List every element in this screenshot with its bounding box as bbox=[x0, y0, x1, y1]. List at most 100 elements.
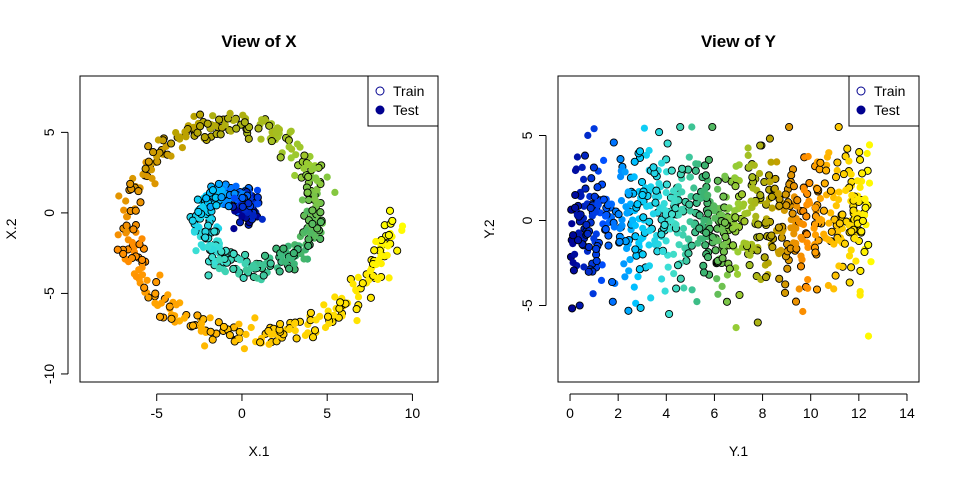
train-point bbox=[657, 230, 666, 239]
test-point bbox=[830, 285, 838, 293]
test-point bbox=[744, 151, 752, 159]
test-point bbox=[865, 179, 874, 187]
test-point bbox=[750, 161, 758, 169]
train-point bbox=[639, 213, 648, 222]
y-axis: -5 0 5 bbox=[519, 131, 547, 312]
test-point bbox=[242, 330, 250, 338]
train-point bbox=[196, 110, 205, 119]
y-tick-label: -5 bbox=[519, 299, 535, 312]
test-point bbox=[123, 213, 131, 221]
train-point bbox=[129, 225, 138, 234]
test-point bbox=[226, 109, 234, 117]
panel-1: -5 0 5 10 -10 -5 0 5 View of X X.1 X.2 Train Test bbox=[3, 32, 439, 459]
test-point bbox=[164, 291, 172, 299]
train-point bbox=[813, 184, 822, 194]
test-point bbox=[721, 172, 729, 180]
test-point bbox=[856, 291, 864, 299]
test-point bbox=[190, 123, 198, 131]
test-point bbox=[815, 216, 823, 224]
train-point bbox=[212, 201, 221, 210]
test-point bbox=[580, 263, 588, 271]
train-point bbox=[260, 251, 270, 260]
train-point bbox=[708, 122, 717, 132]
test-point bbox=[624, 188, 632, 196]
train-point bbox=[204, 271, 213, 280]
train-point bbox=[856, 266, 865, 275]
train-point bbox=[831, 173, 841, 182]
train-point bbox=[660, 220, 669, 229]
test-point bbox=[247, 323, 255, 332]
train-point bbox=[764, 171, 774, 180]
test-point bbox=[122, 197, 130, 205]
test-point bbox=[693, 298, 701, 306]
train-point bbox=[266, 259, 275, 268]
test-point bbox=[372, 260, 380, 269]
x-tick-label: 10 bbox=[405, 405, 421, 421]
test-point bbox=[601, 212, 610, 220]
train-point bbox=[662, 180, 671, 189]
train-point bbox=[691, 166, 700, 175]
test-point bbox=[658, 275, 666, 283]
test-point bbox=[385, 274, 393, 282]
train-point bbox=[719, 247, 728, 256]
train-point bbox=[217, 193, 226, 202]
test-point bbox=[374, 275, 382, 284]
test-point bbox=[630, 173, 638, 181]
test-point bbox=[626, 256, 634, 264]
train-point bbox=[725, 264, 734, 273]
test-point bbox=[762, 200, 770, 208]
test-point bbox=[377, 252, 385, 260]
test-point bbox=[132, 273, 140, 281]
train-point bbox=[699, 268, 709, 277]
test-point bbox=[241, 260, 249, 268]
test-point bbox=[230, 225, 238, 233]
test-point bbox=[320, 301, 328, 309]
train-point bbox=[861, 203, 870, 212]
train-point bbox=[826, 186, 835, 195]
train-point bbox=[141, 164, 150, 173]
test-point bbox=[847, 170, 855, 178]
train-point bbox=[651, 198, 660, 207]
test-point bbox=[805, 199, 814, 207]
test-point bbox=[621, 273, 629, 281]
train-point bbox=[259, 271, 268, 280]
legend: Train Test bbox=[367, 75, 439, 127]
legend-test-marker bbox=[375, 105, 385, 115]
train-point bbox=[816, 158, 825, 167]
legend-label: Train bbox=[874, 83, 905, 99]
x-tick-label: 0 bbox=[566, 405, 574, 421]
legend-train-marker bbox=[375, 86, 385, 96]
train-point bbox=[831, 271, 840, 280]
test-point bbox=[258, 116, 266, 124]
test-point bbox=[242, 266, 250, 274]
train-point bbox=[788, 209, 797, 218]
test-point bbox=[156, 271, 164, 279]
test-point bbox=[700, 216, 708, 224]
legend: Train Test bbox=[848, 75, 920, 127]
test-point bbox=[746, 251, 754, 259]
y-tick-label: 0 bbox=[41, 209, 57, 217]
test-point bbox=[845, 252, 854, 260]
test-point bbox=[810, 224, 818, 232]
x-axis: -5 0 5 10 bbox=[150, 393, 421, 421]
test-point bbox=[352, 286, 360, 294]
test-point bbox=[688, 123, 696, 131]
test-point bbox=[856, 183, 864, 191]
test-point bbox=[861, 195, 869, 203]
legend-label: Test bbox=[874, 102, 900, 118]
test-point bbox=[803, 239, 811, 247]
train-point bbox=[214, 318, 223, 327]
test-point bbox=[854, 195, 862, 203]
y-tick-label: 5 bbox=[519, 131, 535, 139]
test-point bbox=[124, 258, 133, 266]
test-point bbox=[354, 293, 363, 301]
train-point bbox=[765, 134, 774, 143]
test-point bbox=[313, 186, 321, 194]
train-point bbox=[834, 122, 843, 132]
test-point bbox=[635, 239, 643, 247]
test-point bbox=[694, 160, 702, 168]
test-point bbox=[285, 325, 293, 334]
test-point bbox=[600, 156, 608, 164]
test-point bbox=[830, 240, 838, 248]
train-point bbox=[241, 250, 250, 259]
